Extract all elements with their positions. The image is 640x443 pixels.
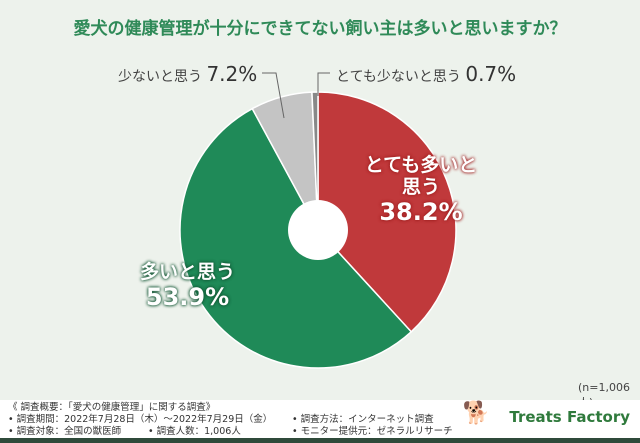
label-many: 多いと思う 53.9%	[140, 261, 236, 311]
dog-logo-icon: 🐕	[462, 401, 490, 426]
survey-method: • 調査方法：インターネット調査	[292, 414, 434, 425]
survey-period: • 調査期間：2022年7月28日（木）～2022年7月29日（金）	[8, 414, 273, 425]
leader-line-few	[262, 72, 285, 119]
footer: 《 調査概要：「愛犬の健康管理」に関する調査》 • 調査期間：2022年7月28…	[0, 400, 640, 438]
survey-count: • 調査人数：1,006人	[148, 426, 241, 437]
survey-provider: • モニター提供元：ゼネラルリサーチ	[292, 426, 453, 437]
brand-logo: Treats Factory	[509, 408, 630, 426]
label-very-few: とても少ないと思う 0.7%	[336, 62, 517, 86]
bottom-bar	[0, 438, 640, 443]
leader-line-very-few	[317, 72, 330, 96]
label-few: 少ないと思う 7.2%	[118, 62, 258, 86]
label-very-many: とても多いと思う 38.2%	[364, 154, 478, 226]
survey-target: • 調査対象：全国の獣医師	[8, 426, 122, 437]
survey-heading: 《 調査概要：「愛犬の健康管理」に関する調査》	[8, 402, 216, 413]
pie-center-hole	[288, 200, 348, 260]
pie-slice-0	[317, 91, 457, 333]
chart-title: 愛犬の健康管理が十分にできてない飼い主は多いと思いますか？	[73, 19, 567, 39]
